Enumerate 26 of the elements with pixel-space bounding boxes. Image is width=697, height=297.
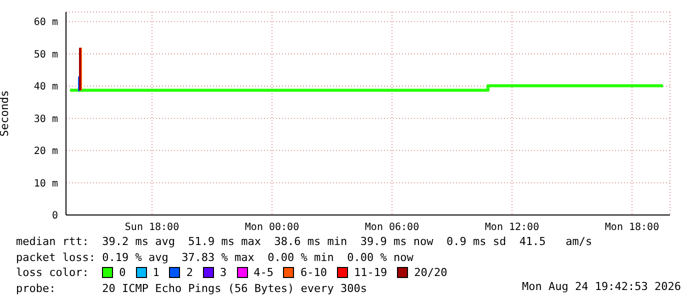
legend-label: 3	[220, 265, 227, 280]
y-axis-title: Seconds	[0, 90, 11, 137]
y-tick-label: 20 m	[34, 146, 58, 158]
legend-label: 20/20	[414, 265, 448, 280]
legend-title: loss color:	[16, 265, 90, 280]
legend-label: 11-19	[354, 265, 388, 280]
x-tick-label: Sun 18:00	[124, 222, 180, 234]
y-tick-label: 50 m	[34, 49, 58, 60]
legend-label: 0	[119, 265, 126, 280]
legend-label: 2	[186, 265, 193, 280]
y-tick-label: 30 m	[34, 114, 58, 125]
y-tick-label: 60 m	[34, 17, 58, 28]
text: packet loss: 0.19 % avg 37.83 % max 0.00 % min 0.00 % now	[16, 250, 414, 265]
legend-label: 4-5	[254, 265, 274, 280]
legend-label: 1	[152, 265, 160, 280]
text: Mon Aug 24 19:42:53 2026	[522, 280, 681, 293]
legend-label: 6-10	[300, 265, 327, 280]
text: probe: 20 ICMP Echo Pings (56 Bytes) every 300s	[16, 282, 367, 294]
y-tick-label: 40 m	[34, 82, 58, 93]
y-tick-label: 0	[52, 210, 58, 222]
x-tick-label: Mon 06:00	[364, 222, 420, 234]
x-tick-label: Mon 12:00	[484, 222, 540, 234]
text: median rtt: 39.2 ms avg 51.9 ms max 38.6 ms min 39.9 ms now 0.9 ms sd 41.5 am/s	[16, 234, 592, 250]
y-tick-label: 10 m	[34, 178, 58, 190]
x-tick-label: Mon 18:00	[604, 222, 660, 234]
x-tick-label: Mon 00:00	[244, 222, 300, 234]
